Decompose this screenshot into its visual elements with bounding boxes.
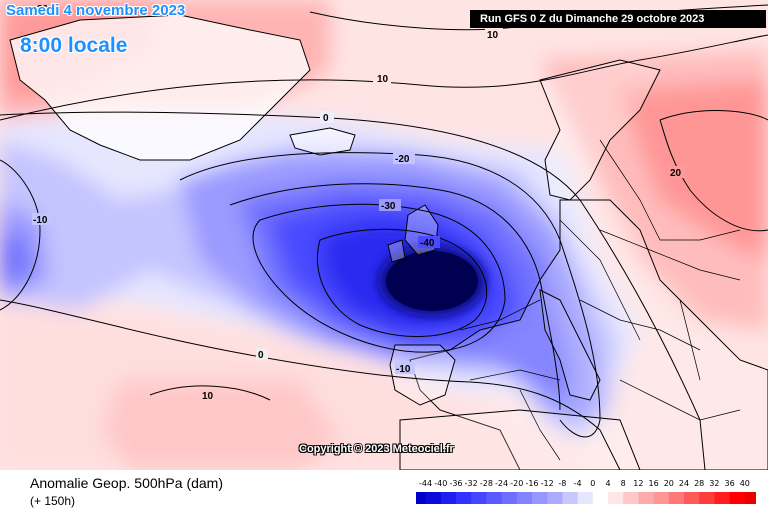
low-core [386, 251, 478, 311]
scale-swatch [416, 492, 427, 504]
scale-swatch [562, 492, 579, 504]
contour-label: -30 [381, 201, 396, 212]
scale-tick-label: -12 [541, 479, 554, 488]
scale-tick-label: 12 [633, 479, 643, 488]
anomaly-map: 20 10 10 0 -20 -30 -40 -10 20 0 -10 10 [0, 0, 768, 470]
contour-label: 20 [37, 4, 49, 15]
color-scale: -44 -40 -36 -32 -28 -24 -20 -16 -12 -8 -4 0 4 8 12 16 20… [416, 479, 756, 504]
anomaly-shading [0, 0, 768, 470]
scale-swatch [501, 492, 518, 504]
contour-lines [0, 4, 768, 470]
scale-swatch [638, 492, 655, 504]
scale-swatch [623, 492, 639, 504]
contour-label: 10 [487, 30, 499, 41]
scale-swatch [653, 492, 670, 504]
scale-tick-label: 24 [679, 479, 689, 488]
run-info-banner: Run GFS 0 Z du Dimanche 29 octobre 2023 [470, 10, 766, 28]
scale-swatch [486, 492, 503, 504]
scale-swatch [532, 492, 548, 504]
contour-label: 20 [670, 168, 682, 179]
scale-tick-label: 40 [740, 479, 750, 488]
forecast-date: Samedi 4 novembre 2023 [6, 2, 186, 19]
scale-swatch [577, 492, 594, 504]
scale-swatch [684, 492, 700, 504]
scale-tick-label: -4 [574, 479, 582, 488]
contour-label: -20 [395, 154, 410, 165]
scale-tick-label: 28 [694, 479, 704, 488]
scale-swatch [592, 492, 609, 504]
scale-bar [416, 492, 756, 504]
scale-ticks: -44 -40 -36 -32 -28 -24 -20 -16 -12 -8 -4 0 4 8 12 16 20… [419, 479, 750, 488]
contour-label: 10 [202, 391, 214, 402]
scale-tick-label: 8 [621, 479, 626, 488]
scale-tick-label: -28 [480, 479, 493, 488]
scale-swatch [744, 492, 756, 504]
footer-bar [0, 470, 768, 512]
contour-label: 0 [323, 113, 329, 124]
scale-tick-label: -24 [495, 479, 508, 488]
scale-swatch [608, 492, 624, 504]
scale-tick-label: 16 [649, 479, 659, 488]
scale-swatch [699, 492, 715, 504]
contour-label: 0 [258, 350, 264, 361]
scale-swatch [440, 492, 457, 504]
contour-label: -10 [33, 215, 48, 226]
scale-tick-label: 32 [709, 479, 719, 488]
scale-swatch [425, 492, 442, 504]
contour-label: 10 [377, 74, 389, 85]
scale-tick-label: -16 [525, 479, 538, 488]
contour-label: -10 [396, 364, 411, 375]
local-time: 8:00 locale [20, 34, 128, 57]
scale-swatch [471, 492, 487, 504]
borders [459, 139, 741, 461]
scale-swatch [516, 492, 533, 504]
forecast-hour: (+ 150h) [30, 494, 76, 508]
scale-swatch [456, 492, 472, 504]
scale-tick-label: -44 [419, 479, 432, 488]
scale-tick-label: -32 [465, 479, 478, 488]
scale-tick-label: 0 [590, 479, 595, 488]
contour-label: -40 [420, 238, 435, 249]
scale-tick-label: -36 [449, 479, 462, 488]
scale-swatch [714, 492, 731, 504]
scale-swatch [547, 492, 563, 504]
scale-tick-label: 20 [664, 479, 674, 488]
scale-tick-label: -20 [510, 479, 523, 488]
scale-tick-label: 4 [605, 479, 610, 488]
map-title: Anomalie Geop. 500hPa (dam) [30, 475, 223, 491]
scale-tick-label: -40 [434, 479, 447, 488]
scale-swatch [729, 492, 746, 504]
copyright: Copyright © 2023 Meteociel.fr [299, 443, 454, 455]
contour-label-group: 20 10 10 0 -20 -30 -40 -10 20 0 -10 10 [32, 3, 686, 402]
scale-swatch [668, 492, 685, 504]
scale-tick-label: -8 [558, 479, 566, 488]
scale-tick-label: 36 [725, 479, 735, 488]
